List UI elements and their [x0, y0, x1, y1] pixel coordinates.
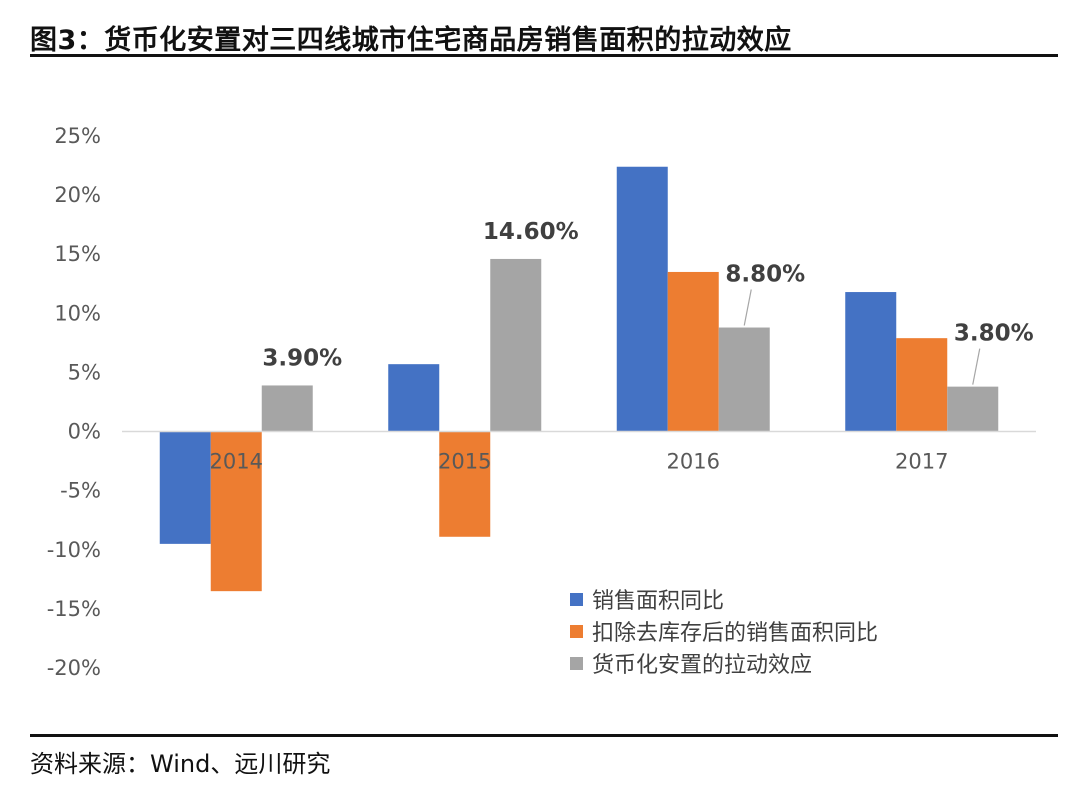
bar-2014-series-1 [210, 431, 262, 592]
y-tick-label: -20% [47, 656, 101, 680]
data-label-2015: 14.60% [483, 219, 579, 245]
x-category-label: 2014 [210, 450, 263, 474]
x-category-label: 2016 [667, 450, 720, 474]
x-category-label: 2015 [438, 450, 491, 474]
y-tick-label: 5% [68, 360, 101, 384]
data-label-2016: 8.80% [725, 262, 805, 288]
legend-label: 货币化安置的拉动效应 [592, 653, 813, 678]
x-axis: 2014 2015 2016 2017 [210, 450, 949, 474]
bar-2016-series-2 [718, 327, 770, 432]
y-axis: 25% 20% 15% 10% 5% 0% -5% -10% -15% -20% [47, 124, 101, 680]
bar-chart: 25% 20% 15% 10% 5% 0% -5% -10% -15% -20% 2014 2015… [47, 124, 1036, 680]
legend-item-monetization-effect: 货币化安置的拉动效应 [570, 647, 878, 679]
x-category-label: 2017 [895, 450, 948, 474]
figure-title: 图3：货币化安置对三四线城市住宅商品房销售面积的拉动效应 [30, 25, 792, 56]
data-labels: 3.90% 14.60% 8.80% 3.80% [262, 219, 1034, 385]
legend-item-adjusted-sales: 扣除去库存后的销售面积同比 [570, 615, 878, 647]
bar-2017-series-1 [896, 338, 948, 432]
y-tick-label: 0% [68, 420, 101, 444]
bar-2015-series-2 [490, 258, 542, 432]
data-label-leader-2017 [972, 348, 981, 385]
bar-2015-series-0 [388, 364, 440, 432]
y-tick-label: 25% [54, 124, 101, 148]
bar-2014-series-2 [261, 385, 313, 432]
y-tick-label: -5% [60, 479, 101, 503]
bar-2016-series-1 [667, 271, 719, 432]
y-tick-label: 15% [54, 242, 101, 266]
bar-2016-series-0 [616, 166, 668, 432]
title-rule [30, 54, 1058, 57]
data-label-2014: 3.90% [262, 345, 342, 371]
y-tick-label: 20% [54, 183, 101, 207]
legend-swatch-gray [570, 656, 583, 670]
bar-2017-series-0 [845, 292, 897, 432]
legend-swatch-orange [570, 624, 583, 638]
y-tick-label: -10% [47, 538, 101, 562]
legend-label: 扣除去库存后的销售面积同比 [592, 621, 879, 646]
chart-legend: 销售面积同比 扣除去库存后的销售面积同比 货币化安置的拉动效应 [570, 583, 878, 679]
y-tick-label: 10% [54, 301, 101, 325]
data-label-2017: 3.80% [954, 321, 1034, 347]
bar-2015-series-1 [439, 431, 491, 537]
legend-swatch-blue [570, 592, 583, 606]
y-tick-label: -15% [47, 597, 101, 621]
source-note: 资料来源：Wind、远川研究 [30, 750, 331, 778]
legend-item-sales-area: 销售面积同比 [570, 583, 878, 615]
bars [159, 166, 999, 592]
source-rule [30, 734, 1058, 737]
bar-2014-series-0 [159, 431, 211, 544]
data-label-leader-2016 [743, 289, 752, 326]
legend-label: 销售面积同比 [592, 589, 725, 614]
bar-2017-series-2 [947, 386, 999, 432]
